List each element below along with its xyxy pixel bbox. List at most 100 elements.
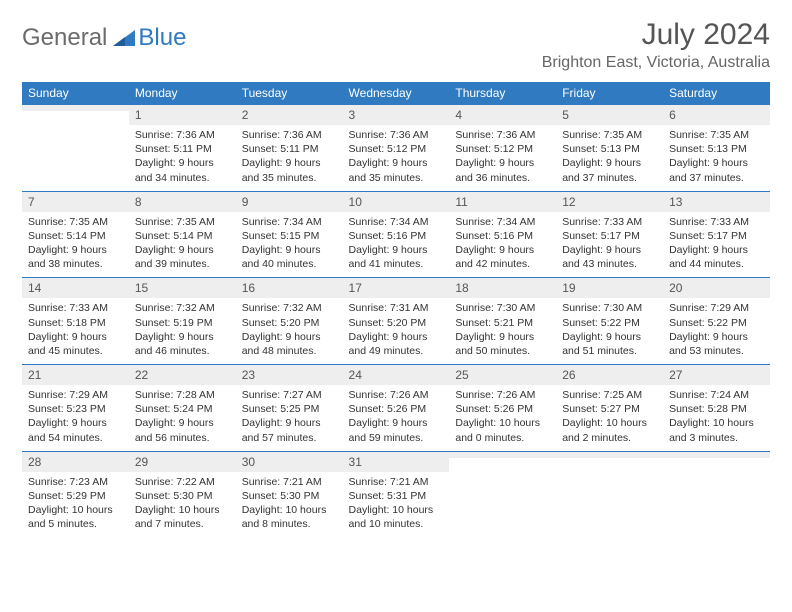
day-detail-line: Sunrise: 7:28 AM: [135, 388, 230, 402]
page: General Blue July 2024 Brighton East, Vi…: [0, 0, 792, 555]
day-details: Sunrise: 7:26 AMSunset: 5:26 PMDaylight:…: [343, 385, 450, 451]
calendar-day-cell: 11Sunrise: 7:34 AMSunset: 5:16 PMDayligh…: [449, 191, 556, 278]
day-detail-line: Sunrise: 7:27 AM: [242, 388, 337, 402]
calendar-week-row: 14Sunrise: 7:33 AMSunset: 5:18 PMDayligh…: [22, 278, 770, 365]
day-details: Sunrise: 7:32 AMSunset: 5:19 PMDaylight:…: [129, 298, 236, 364]
day-detail-line: Sunrise: 7:31 AM: [349, 301, 444, 315]
day-details: Sunrise: 7:34 AMSunset: 5:15 PMDaylight:…: [236, 212, 343, 278]
day-detail-line: and 43 minutes.: [562, 257, 657, 271]
day-detail-line: and 39 minutes.: [135, 257, 230, 271]
day-detail-line: Daylight: 10 hours: [135, 503, 230, 517]
day-details: Sunrise: 7:30 AMSunset: 5:21 PMDaylight:…: [449, 298, 556, 364]
calendar-day-cell: 1Sunrise: 7:36 AMSunset: 5:11 PMDaylight…: [129, 105, 236, 192]
day-detail-line: and 59 minutes.: [349, 431, 444, 445]
day-detail-line: Sunrise: 7:29 AM: [28, 388, 123, 402]
day-details: Sunrise: 7:36 AMSunset: 5:11 PMDaylight:…: [129, 125, 236, 191]
day-details: Sunrise: 7:30 AMSunset: 5:22 PMDaylight:…: [556, 298, 663, 364]
logo: General Blue: [22, 24, 186, 52]
calendar-day-cell: 23Sunrise: 7:27 AMSunset: 5:25 PMDayligh…: [236, 365, 343, 452]
calendar-day-cell: 5Sunrise: 7:35 AMSunset: 5:13 PMDaylight…: [556, 105, 663, 192]
weekday-header: Saturday: [663, 82, 770, 105]
day-detail-line: and 45 minutes.: [28, 344, 123, 358]
day-detail-line: Sunset: 5:27 PM: [562, 402, 657, 416]
day-number: 13: [663, 192, 770, 212]
calendar-day-cell: 15Sunrise: 7:32 AMSunset: 5:19 PMDayligh…: [129, 278, 236, 365]
day-detail-line: and 0 minutes.: [455, 431, 550, 445]
weekday-header: Wednesday: [343, 82, 450, 105]
calendar-day-cell: 24Sunrise: 7:26 AMSunset: 5:26 PMDayligh…: [343, 365, 450, 452]
day-detail-line: Sunset: 5:17 PM: [562, 229, 657, 243]
calendar-day-cell: 13Sunrise: 7:33 AMSunset: 5:17 PMDayligh…: [663, 191, 770, 278]
day-detail-line: Sunrise: 7:29 AM: [669, 301, 764, 315]
day-number: 10: [343, 192, 450, 212]
day-detail-line: Sunset: 5:25 PM: [242, 402, 337, 416]
day-detail-line: Daylight: 9 hours: [455, 156, 550, 170]
day-detail-line: Daylight: 10 hours: [242, 503, 337, 517]
day-details: Sunrise: 7:24 AMSunset: 5:28 PMDaylight:…: [663, 385, 770, 451]
logo-text-blue: Blue: [138, 24, 186, 52]
day-number: 30: [236, 452, 343, 472]
day-detail-line: Sunrise: 7:35 AM: [135, 215, 230, 229]
day-detail-line: and 34 minutes.: [135, 171, 230, 185]
day-detail-line: and 46 minutes.: [135, 344, 230, 358]
day-details: [556, 458, 663, 506]
calendar-day-cell: 28Sunrise: 7:23 AMSunset: 5:29 PMDayligh…: [22, 451, 129, 537]
day-number: 25: [449, 365, 556, 385]
day-detail-line: Sunrise: 7:36 AM: [135, 128, 230, 142]
day-detail-line: Daylight: 9 hours: [28, 416, 123, 430]
calendar-day-cell: 17Sunrise: 7:31 AMSunset: 5:20 PMDayligh…: [343, 278, 450, 365]
day-detail-line: and 56 minutes.: [135, 431, 230, 445]
day-details: Sunrise: 7:29 AMSunset: 5:23 PMDaylight:…: [22, 385, 129, 451]
day-details: [663, 458, 770, 506]
day-detail-line: Sunset: 5:16 PM: [455, 229, 550, 243]
day-details: Sunrise: 7:23 AMSunset: 5:29 PMDaylight:…: [22, 472, 129, 538]
day-detail-line: Sunrise: 7:21 AM: [242, 475, 337, 489]
day-detail-line: Daylight: 9 hours: [135, 156, 230, 170]
day-number: 21: [22, 365, 129, 385]
header: General Blue July 2024 Brighton East, Vi…: [22, 18, 770, 72]
day-detail-line: Daylight: 10 hours: [669, 416, 764, 430]
calendar-day-cell: [22, 105, 129, 192]
day-number: 23: [236, 365, 343, 385]
day-detail-line: Sunrise: 7:33 AM: [562, 215, 657, 229]
day-details: Sunrise: 7:35 AMSunset: 5:14 PMDaylight:…: [129, 212, 236, 278]
day-detail-line: Daylight: 9 hours: [669, 243, 764, 257]
calendar-day-cell: [449, 451, 556, 537]
day-details: Sunrise: 7:33 AMSunset: 5:17 PMDaylight:…: [663, 212, 770, 278]
calendar-day-cell: 31Sunrise: 7:21 AMSunset: 5:31 PMDayligh…: [343, 451, 450, 537]
day-detail-line: Sunset: 5:14 PM: [135, 229, 230, 243]
day-detail-line: and 37 minutes.: [562, 171, 657, 185]
day-number: 5: [556, 105, 663, 125]
day-detail-line: Sunrise: 7:21 AM: [349, 475, 444, 489]
day-detail-line: Sunrise: 7:30 AM: [562, 301, 657, 315]
day-detail-line: Sunset: 5:19 PM: [135, 316, 230, 330]
day-detail-line: and 38 minutes.: [28, 257, 123, 271]
day-detail-line: Sunset: 5:12 PM: [349, 142, 444, 156]
sail-icon: [111, 28, 137, 48]
calendar-day-cell: 19Sunrise: 7:30 AMSunset: 5:22 PMDayligh…: [556, 278, 663, 365]
day-detail-line: Daylight: 9 hours: [349, 243, 444, 257]
day-details: Sunrise: 7:27 AMSunset: 5:25 PMDaylight:…: [236, 385, 343, 451]
day-number: 20: [663, 278, 770, 298]
day-detail-line: and 54 minutes.: [28, 431, 123, 445]
day-detail-line: and 10 minutes.: [349, 517, 444, 531]
day-detail-line: Sunrise: 7:32 AM: [135, 301, 230, 315]
day-detail-line: Daylight: 9 hours: [242, 243, 337, 257]
calendar-day-cell: 25Sunrise: 7:26 AMSunset: 5:26 PMDayligh…: [449, 365, 556, 452]
day-detail-line: Sunset: 5:12 PM: [455, 142, 550, 156]
day-number: 17: [343, 278, 450, 298]
day-detail-line: and 37 minutes.: [669, 171, 764, 185]
day-detail-line: Sunrise: 7:35 AM: [669, 128, 764, 142]
calendar-day-cell: [663, 451, 770, 537]
day-detail-line: Sunrise: 7:36 AM: [242, 128, 337, 142]
title-block: July 2024 Brighton East, Victoria, Austr…: [542, 18, 770, 72]
day-detail-line: Sunset: 5:13 PM: [562, 142, 657, 156]
day-number: 4: [449, 105, 556, 125]
day-detail-line: Daylight: 9 hours: [349, 416, 444, 430]
day-details: Sunrise: 7:35 AMSunset: 5:14 PMDaylight:…: [22, 212, 129, 278]
day-details: Sunrise: 7:28 AMSunset: 5:24 PMDaylight:…: [129, 385, 236, 451]
day-number: 29: [129, 452, 236, 472]
location: Brighton East, Victoria, Australia: [542, 54, 770, 72]
weekday-header: Sunday: [22, 82, 129, 105]
day-detail-line: Daylight: 10 hours: [28, 503, 123, 517]
